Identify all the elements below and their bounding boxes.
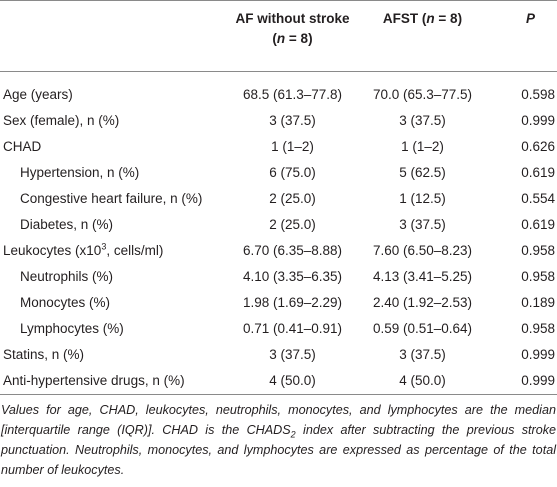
cell: 0.958 (521, 269, 555, 284)
text-segment: Monocytes (%) (20, 295, 111, 310)
row-label: Neutrophils (%) (0, 264, 225, 290)
cell: 4 (50.0) (269, 373, 316, 388)
cell: 0.958 (521, 243, 555, 258)
row-label: Age (years) (0, 72, 225, 108)
row-label: CHAD (0, 134, 225, 160)
cell: 0.189 (521, 295, 555, 310)
cell: 5 (62.5) (399, 165, 446, 180)
text-segment: CHAD (3, 139, 42, 154)
cell: 0.59 (0.51–0.64) (372, 321, 473, 336)
cell: 3 (37.5) (399, 217, 446, 232)
table-row: Monocytes (%) 1.98 (1.69–2.29) 2.40 (1.92–… (0, 290, 557, 316)
cell: 7.60 (6.50–8.23) (372, 243, 473, 258)
row-label: Sex (female), n (%) (0, 108, 225, 134)
table-row: Age (years) 68.5 (61.3–77.8) 70.0 (65.3–77… (0, 72, 557, 108)
cell: 4.13 (3.41–5.25) (372, 269, 473, 284)
text-segment: , cells/ml) (106, 243, 164, 258)
cell: 2 (25.0) (269, 191, 316, 206)
cell: 0.619 (521, 217, 555, 232)
row-label: Leukocytes (x103, cells/ml) (0, 238, 225, 264)
row-label: Diabetes, n (%) (0, 212, 225, 238)
text-segment: AFST ( (382, 11, 427, 26)
table-row: CHAD 1 (1–2) 1 (1–2) 0.626 (0, 134, 557, 160)
header-line: AF without stroke (225, 9, 360, 29)
data-table: AF without stroke (n = 8) AFST (n = 8) P Ag… (0, 0, 557, 395)
text-segment: ( (272, 31, 277, 46)
cell: 0.626 (521, 139, 555, 154)
text-segment: = 8) (285, 31, 313, 46)
row-label: Hypertension, n (%) (0, 160, 225, 186)
header-line: P (485, 9, 535, 29)
text-segment: Congestive heart failure, n (%) (20, 191, 203, 206)
table-row: Lymphocytes (%) 0.71 (0.41–0.91) 0.59 (0.5… (0, 316, 557, 342)
table-row: Sex (female), n (%) 3 (37.5) 3 (37.5) 0.999 (0, 108, 557, 134)
header-row: AF without stroke (n = 8) AFST (n = 8) P (0, 0, 557, 72)
cell: 70.0 (65.3–77.5) (372, 87, 473, 103)
header-cell: P (485, 0, 557, 72)
table-row: Congestive heart failure, n (%) 2 (25.0) 1… (0, 186, 557, 212)
cell: 2.40 (1.92–2.53) (372, 295, 473, 310)
text-segment: index after subtracting the previous str… (1, 422, 557, 477)
text-segment: Hypertension, n (%) (20, 165, 140, 180)
text-segment: Sex (female), n (%) (3, 113, 120, 128)
table-row: Leukocytes (x103, cells/ml) 6.70 (6.35–8.… (0, 238, 557, 264)
cell: 6.70 (6.35–8.88) (242, 243, 343, 258)
text-segment: 2 (290, 429, 296, 440)
table-row: Statins, n (%) 3 (37.5) 3 (37.5) 0.999 (0, 342, 557, 368)
header-line: AFST (n = 8) (360, 9, 485, 29)
cell: 0.958 (521, 321, 555, 336)
cell: 3 (37.5) (399, 347, 446, 362)
text-segment: Leukocytes (x10 (3, 243, 102, 258)
text-segment: n (426, 11, 435, 26)
row-label: Statins, n (%) (0, 342, 225, 368)
footnote: Values for age, CHAD, leukocytes, neutro… (1, 400, 556, 480)
cell: 1 (1–2) (401, 139, 444, 154)
cell: 2 (25.0) (269, 217, 316, 232)
cell: 1 (1–2) (271, 139, 314, 154)
row-label: Lymphocytes (%) (0, 316, 225, 342)
cell: 68.5 (61.3–77.8) (242, 87, 343, 103)
text-segment: AF without stroke (235, 11, 350, 26)
text-segment: Lymphocytes (%) (20, 321, 124, 336)
cell: 0.598 (521, 87, 555, 103)
table-row: Hypertension, n (%) 6 (75.0) 5 (62.5) 0.619 (0, 160, 557, 186)
cell: 4 (50.0) (399, 373, 446, 388)
row-label: Congestive heart failure, n (%) (0, 186, 225, 212)
row-label: Anti-hypertensive drugs, n (%) (0, 368, 225, 395)
text-segment: Diabetes, n (%) (20, 217, 114, 232)
text-segment: Statins, n (%) (3, 347, 85, 362)
cell: 3 (37.5) (269, 347, 316, 362)
text-segment: = 8) (434, 11, 463, 26)
cell: 0.999 (521, 373, 555, 388)
row-label: Monocytes (%) (0, 290, 225, 316)
text-segment: Age (years) (3, 87, 73, 103)
cell: 0.999 (521, 347, 555, 362)
table-body: Age (years) 68.5 (61.3–77.8) 70.0 (65.3–77… (0, 72, 557, 395)
header-line: (n = 8) (225, 29, 360, 49)
cell: 0.554 (521, 191, 555, 206)
cell: 1 (12.5) (399, 191, 446, 206)
cell: 6 (75.0) (269, 165, 316, 180)
header-cell: AF without stroke (n = 8) (225, 0, 360, 72)
header-cell: AFST (n = 8) (360, 0, 485, 72)
text-segment: Anti-hypertensive drugs, n (%) (3, 373, 185, 388)
header-cell (0, 0, 225, 72)
cell: 1.98 (1.69–2.29) (242, 295, 343, 310)
text-segment: 3 (101, 241, 107, 252)
table-row: Anti-hypertensive drugs, n (%) 4 (50.0) 4 … (0, 368, 557, 395)
text-segment: Neutrophils (%) (20, 269, 114, 284)
cell: 0.71 (0.41–0.91) (242, 321, 343, 336)
cell: 4.10 (3.35–6.35) (242, 269, 343, 284)
table-row: Neutrophils (%) 4.10 (3.35–6.35) 4.13 (3.4… (0, 264, 557, 290)
cell: 0.999 (521, 113, 555, 128)
cell: 0.619 (521, 165, 555, 180)
cell: 3 (37.5) (269, 113, 316, 128)
text-segment: P (525, 11, 535, 26)
table-row: Diabetes, n (%) 2 (25.0) 3 (37.5) 0.619 (0, 212, 557, 238)
text-segment: n (276, 31, 286, 46)
cell: 3 (37.5) (399, 113, 446, 128)
text-segment: Values for age, CHAD, leukocytes, neutro… (1, 402, 556, 437)
